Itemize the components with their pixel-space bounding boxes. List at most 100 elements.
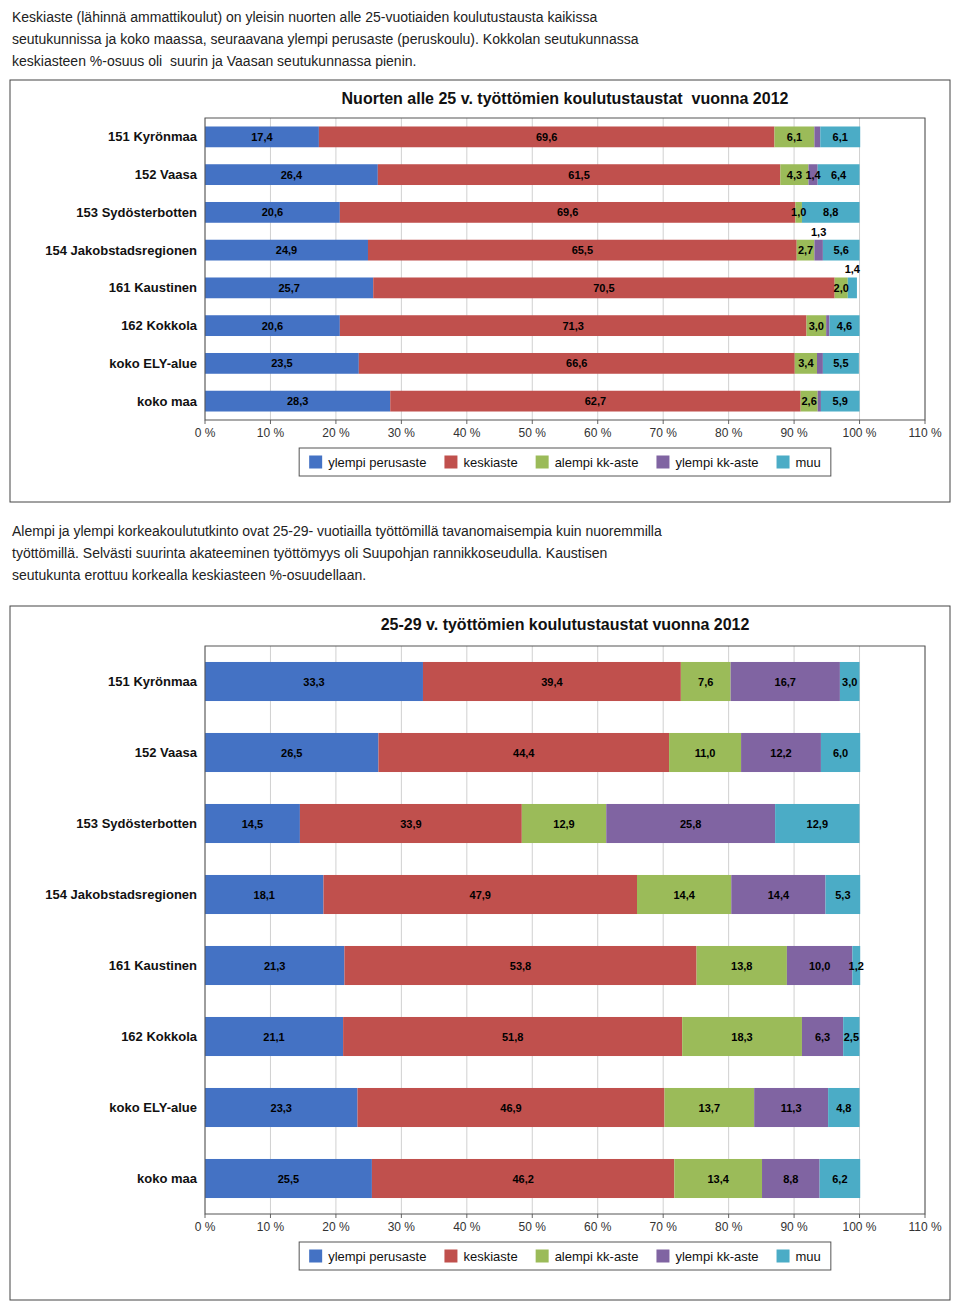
- tick-label: 10 %: [257, 1220, 285, 1234]
- category-label: koko ELY-alue: [109, 1100, 197, 1115]
- grid-line: [859, 646, 860, 1214]
- bar-segment: [829, 315, 859, 336]
- bar-segment: [664, 1088, 754, 1127]
- grid: [205, 646, 925, 1214]
- data-label: 71,3: [562, 320, 583, 332]
- bars: [205, 662, 860, 1198]
- bar-segment: [378, 733, 669, 772]
- bar-segment: [205, 804, 300, 843]
- tick-label: 70 %: [650, 426, 678, 440]
- bar-segment: [205, 662, 423, 701]
- tick-mark: [401, 1214, 402, 1218]
- bar-segment: [840, 662, 860, 701]
- bar-segment: [774, 126, 814, 147]
- data-label: 26,4: [281, 169, 303, 181]
- bar-segment: [681, 662, 731, 701]
- data-label: 1,4: [845, 263, 861, 275]
- bar-segment: [372, 1159, 674, 1198]
- bar-segment: [359, 353, 795, 374]
- data-label: 18,3: [731, 1031, 752, 1043]
- legend-label: muu: [796, 455, 821, 470]
- data-label: 1,2: [849, 960, 864, 972]
- grid-line: [663, 646, 664, 1214]
- legend-label: alempi kk-aste: [555, 1249, 639, 1264]
- bar-segment: [807, 315, 827, 336]
- bar-segment: [797, 240, 815, 261]
- data-label: 25,7: [278, 282, 299, 294]
- bar-segment: [205, 353, 359, 374]
- category-label: 152 Vaasa: [135, 745, 198, 760]
- tick-mark: [270, 1214, 271, 1218]
- bar-segment: [340, 202, 796, 223]
- grid-line: [335, 118, 336, 420]
- grid-line: [794, 646, 795, 1214]
- data-label: 53,8: [510, 960, 531, 972]
- annotation-line: keskiasteen %-osuus oli suurin ja Vaasan…: [12, 53, 416, 69]
- category-label: 152 Vaasa: [135, 167, 198, 182]
- legend-swatch: [309, 1250, 322, 1263]
- bar-segment: [682, 1017, 802, 1056]
- bar-segment: [826, 315, 829, 336]
- data-label: 46,9: [500, 1102, 521, 1114]
- category-label: koko ELY-alue: [109, 356, 197, 371]
- bar-segment: [300, 804, 522, 843]
- data-label: 3,0: [809, 320, 824, 332]
- tick-label: 110 %: [908, 426, 941, 440]
- bar-segment: [390, 391, 800, 412]
- tick-label: 10 %: [257, 426, 285, 440]
- category-label: 161 Kaustinen: [109, 280, 197, 295]
- tick-mark: [794, 1214, 795, 1218]
- bar-segment: [731, 875, 825, 914]
- bar-segment: [319, 126, 775, 147]
- chart-title: 25-29 v. työttömien koulutustaustat vuon…: [381, 616, 750, 633]
- tick-mark: [466, 420, 467, 424]
- data-label: 13,4: [707, 1173, 729, 1185]
- bar-segment: [205, 202, 340, 223]
- tick-mark: [597, 1214, 598, 1218]
- bar-segment: [741, 733, 821, 772]
- tick-label: 20 %: [322, 426, 350, 440]
- data-label: 17,4: [251, 131, 273, 143]
- bar-segment: [344, 946, 696, 985]
- bar-segment: [323, 875, 637, 914]
- bar-segment: [368, 240, 797, 261]
- data-label: 65,5: [572, 244, 593, 256]
- tick-label: 30 %: [388, 1220, 416, 1234]
- data-label: 26,5: [281, 747, 302, 759]
- category-label: koko maa: [137, 1171, 198, 1186]
- grid-line: [401, 118, 402, 420]
- tick-label: 80 %: [715, 426, 743, 440]
- tick-label: 20 %: [322, 1220, 350, 1234]
- tick-mark: [925, 1214, 926, 1218]
- tick-label: 80 %: [715, 1220, 743, 1234]
- bar-segment: [205, 240, 368, 261]
- grid-line: [597, 646, 598, 1214]
- plot-frame: [205, 646, 925, 1214]
- legend-swatch: [777, 456, 790, 469]
- grid-line: [270, 118, 271, 420]
- category-label: 153 Sydösterbotten: [76, 205, 197, 220]
- data-label: 44,4: [513, 747, 535, 759]
- tick-label: 90 %: [780, 1220, 808, 1234]
- bar-segment: [802, 202, 860, 223]
- data-label: 12,9: [807, 818, 828, 830]
- legend-label: ylempi perusaste: [328, 1249, 426, 1264]
- data-label: 4,3: [787, 169, 802, 181]
- bar-segment: [205, 391, 390, 412]
- data-label: 11,0: [695, 747, 716, 759]
- data-label: 14,4: [673, 889, 695, 901]
- data-label: 10,0: [809, 960, 830, 972]
- x-axis: 0 %10 %20 %30 %40 %50 %60 %70 %80 %90 %1…: [195, 420, 942, 440]
- bar-segment: [205, 1159, 372, 1198]
- bars: [205, 126, 860, 411]
- data-label: 13,7: [699, 1102, 720, 1114]
- data-label: 2,5: [844, 1031, 859, 1043]
- bar-segment: [697, 946, 787, 985]
- data-label: 12,2: [770, 747, 791, 759]
- legend-label: ylempi kk-aste: [675, 455, 758, 470]
- data-label: 21,3: [264, 960, 285, 972]
- tick-label: 0 %: [195, 426, 216, 440]
- data-label: 18,1: [254, 889, 275, 901]
- legend-label: keskiaste: [463, 455, 517, 470]
- bar-segment: [343, 1017, 682, 1056]
